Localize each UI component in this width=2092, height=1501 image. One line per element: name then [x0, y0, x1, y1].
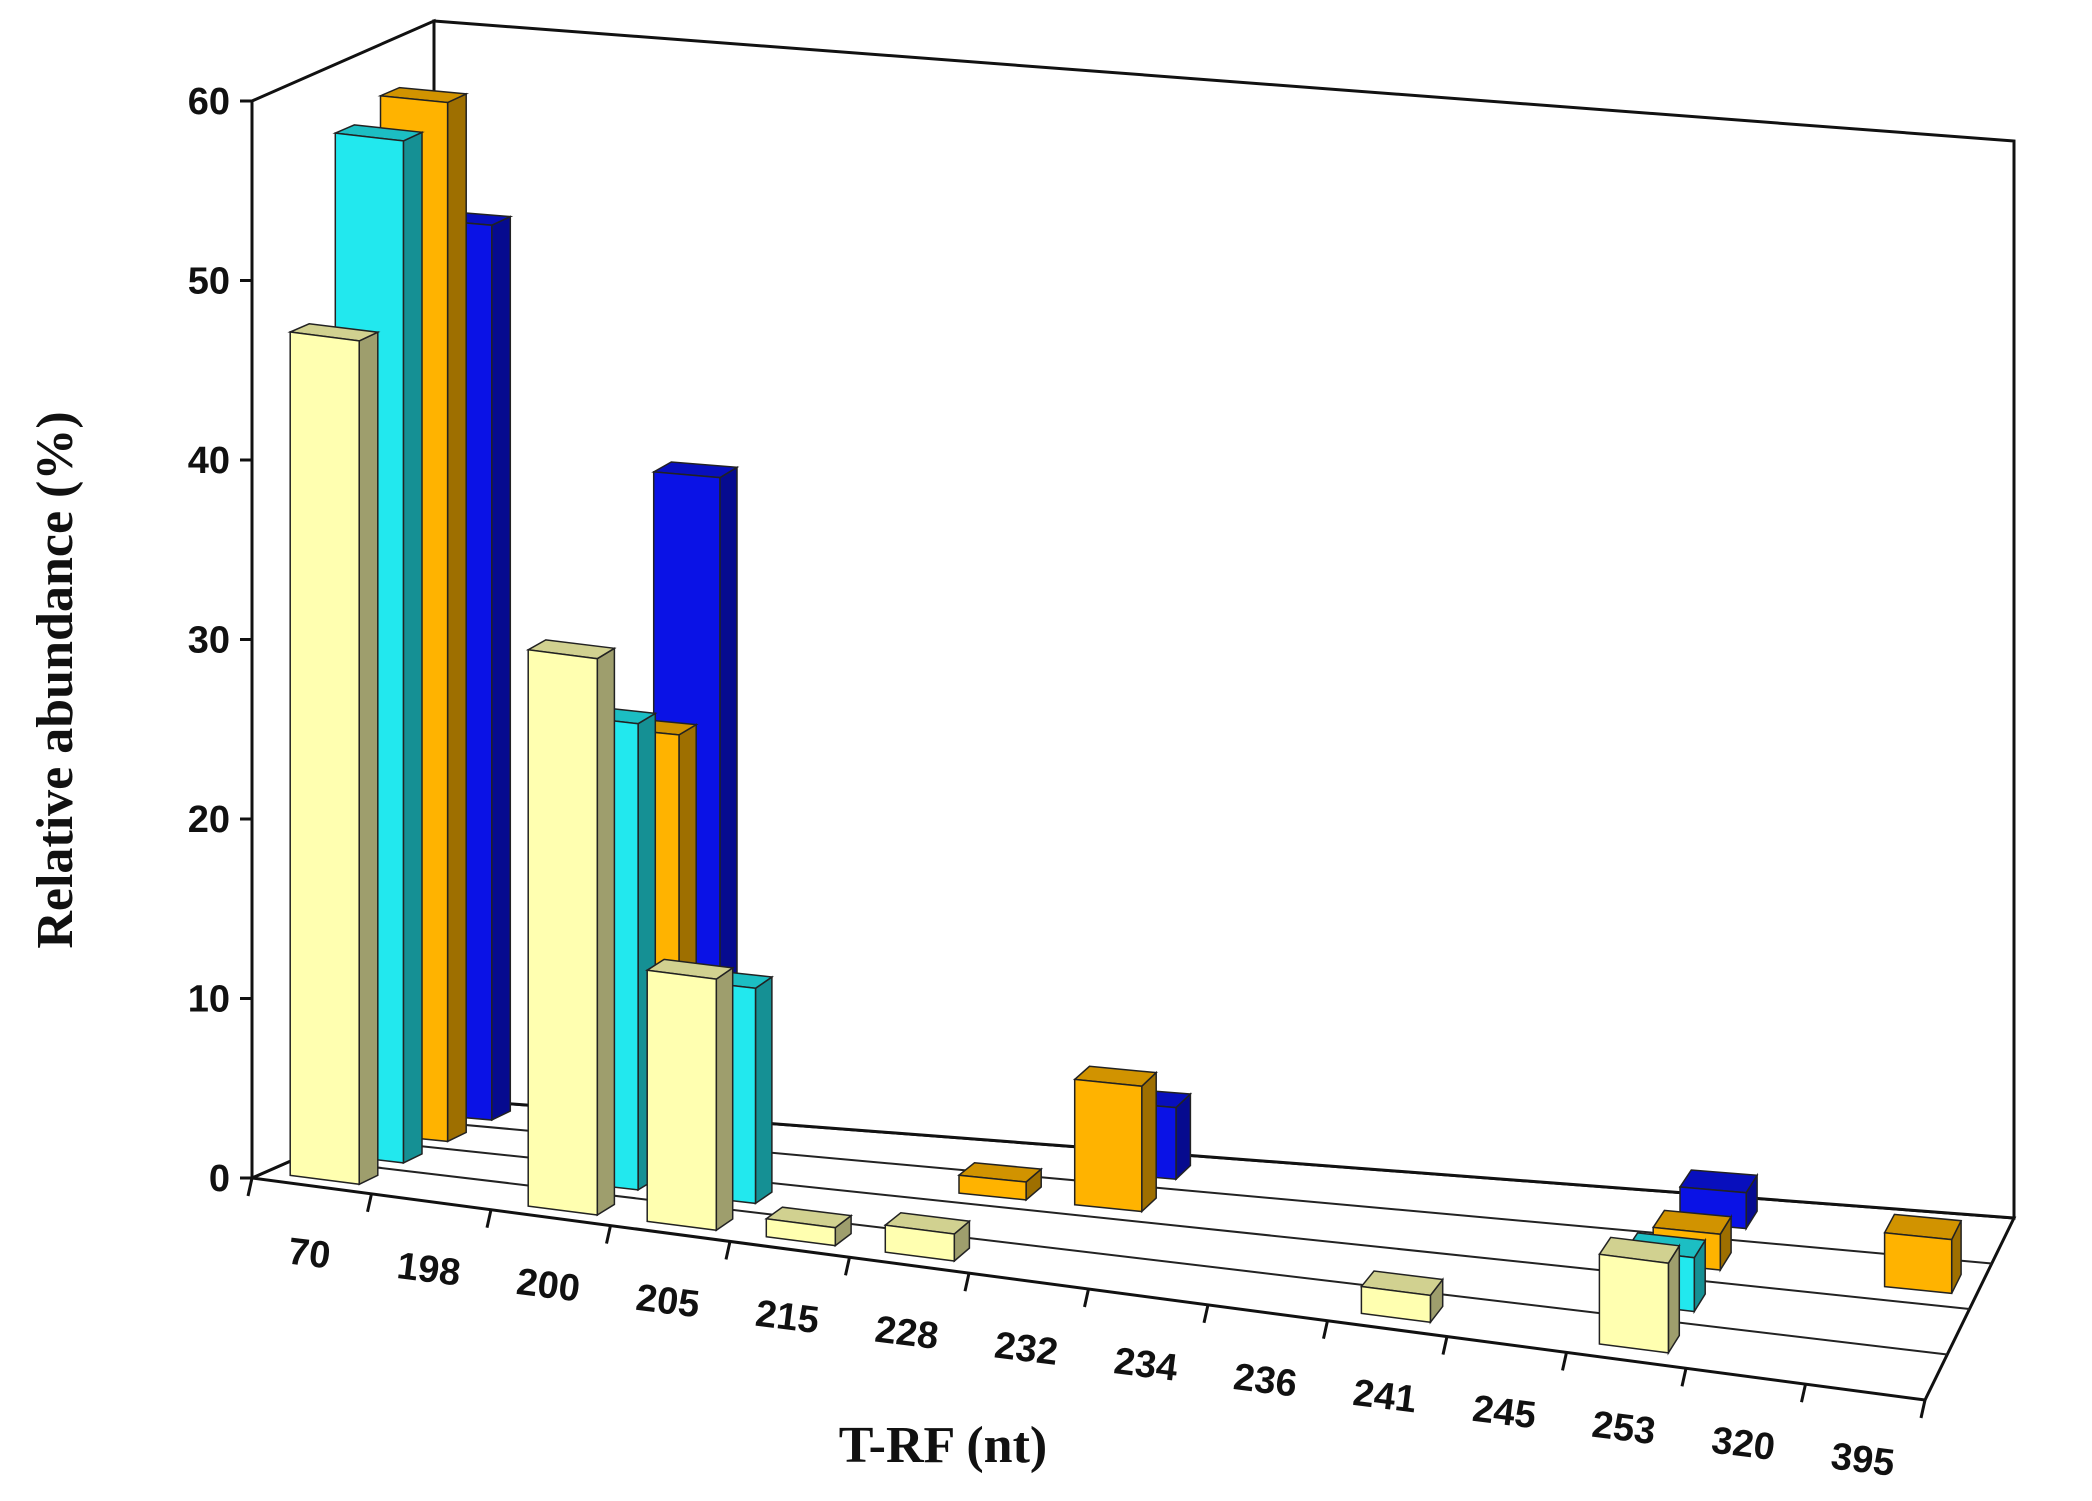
bar: [1883, 1213, 1963, 1295]
y-tick-label: 30: [188, 620, 230, 662]
bar-side: [1141, 1070, 1157, 1214]
bar-front: [884, 1224, 956, 1262]
bar-side: [358, 331, 379, 1186]
x-tick-label: 236: [1231, 1356, 1299, 1405]
bar-front: [765, 1217, 837, 1247]
y-axis-ticks: 0 10 20 30 40 50 60: [188, 81, 252, 1200]
x-tick-label: 228: [873, 1309, 941, 1358]
x-tick-mark: [1322, 1320, 1329, 1340]
x-tick-mark: [605, 1225, 612, 1244]
bar-front: [527, 648, 599, 1216]
bar-side: [491, 215, 512, 1122]
x-tick-label: 200: [514, 1261, 582, 1310]
bar: [287, 323, 381, 1186]
x-tick-mark: [1680, 1367, 1688, 1387]
bar: [525, 639, 617, 1217]
bar-front: [958, 1174, 1027, 1201]
y-tick-label: 50: [188, 261, 230, 303]
x-tick-label: 395: [1829, 1435, 1897, 1484]
bar-front: [1883, 1231, 1953, 1295]
x-tick-label: 70: [286, 1231, 333, 1278]
x-tick-mark: [724, 1241, 732, 1260]
x-tick-label: 234: [1112, 1340, 1180, 1389]
x-tick-mark: [1800, 1383, 1807, 1403]
bar-side: [754, 975, 773, 1205]
y-tick-label: 10: [188, 979, 230, 1021]
bars: [287, 86, 1963, 1356]
y-tick-label: 0: [209, 1158, 230, 1200]
x-tick-label: 320: [1709, 1420, 1777, 1469]
x-tick-mark: [1441, 1336, 1449, 1355]
y-tick-label: 40: [188, 440, 230, 482]
x-axis-ticks: 70 198 200 205 215 228 232 234 236 241 245 253 320 39…: [246, 1177, 1927, 1485]
bar: [764, 1206, 854, 1248]
y-tick-label: 20: [188, 799, 230, 841]
x-tick-mark: [1202, 1304, 1210, 1324]
bar-front: [289, 331, 360, 1186]
bar-front: [646, 969, 718, 1232]
x-tick-mark: [246, 1177, 254, 1197]
y-axis-title: Relative abundance (%): [27, 411, 84, 948]
bar-side: [715, 966, 734, 1232]
bar-front: [1598, 1253, 1670, 1354]
bar-side: [1175, 1092, 1192, 1181]
x-tick-mark: [485, 1209, 493, 1229]
x-tick-mark: [963, 1272, 971, 1292]
bar: [1072, 1065, 1158, 1214]
y-tick-label: 60: [188, 81, 230, 123]
bar-side: [446, 92, 467, 1143]
x-tick-label: 198: [395, 1245, 463, 1294]
x-tick-mark: [1083, 1288, 1090, 1308]
bar: [883, 1212, 972, 1263]
x-tick-label: 241: [1351, 1372, 1419, 1421]
x-tick-label: 215: [753, 1293, 821, 1342]
x-tick-label: 253: [1590, 1404, 1658, 1453]
bar-front: [1360, 1285, 1432, 1324]
x-tick-mark: [1561, 1352, 1568, 1371]
x-tick-mark: [366, 1193, 373, 1213]
x-tick-mark: [1919, 1399, 1927, 1419]
bar-front: [1073, 1078, 1143, 1213]
x-tick-label: 245: [1470, 1388, 1538, 1437]
x-tick-mark: [844, 1256, 851, 1276]
bar: [645, 958, 735, 1232]
bar: [1359, 1270, 1445, 1325]
bar: [957, 1162, 1044, 1202]
bar-side: [402, 131, 423, 1165]
x-tick-label: 232: [992, 1324, 1060, 1373]
x-axis-title: T-RF (nt): [839, 1417, 1047, 1474]
bar: [1598, 1236, 1681, 1356]
bar-side: [596, 646, 616, 1217]
x-tick-label: 205: [634, 1277, 702, 1326]
